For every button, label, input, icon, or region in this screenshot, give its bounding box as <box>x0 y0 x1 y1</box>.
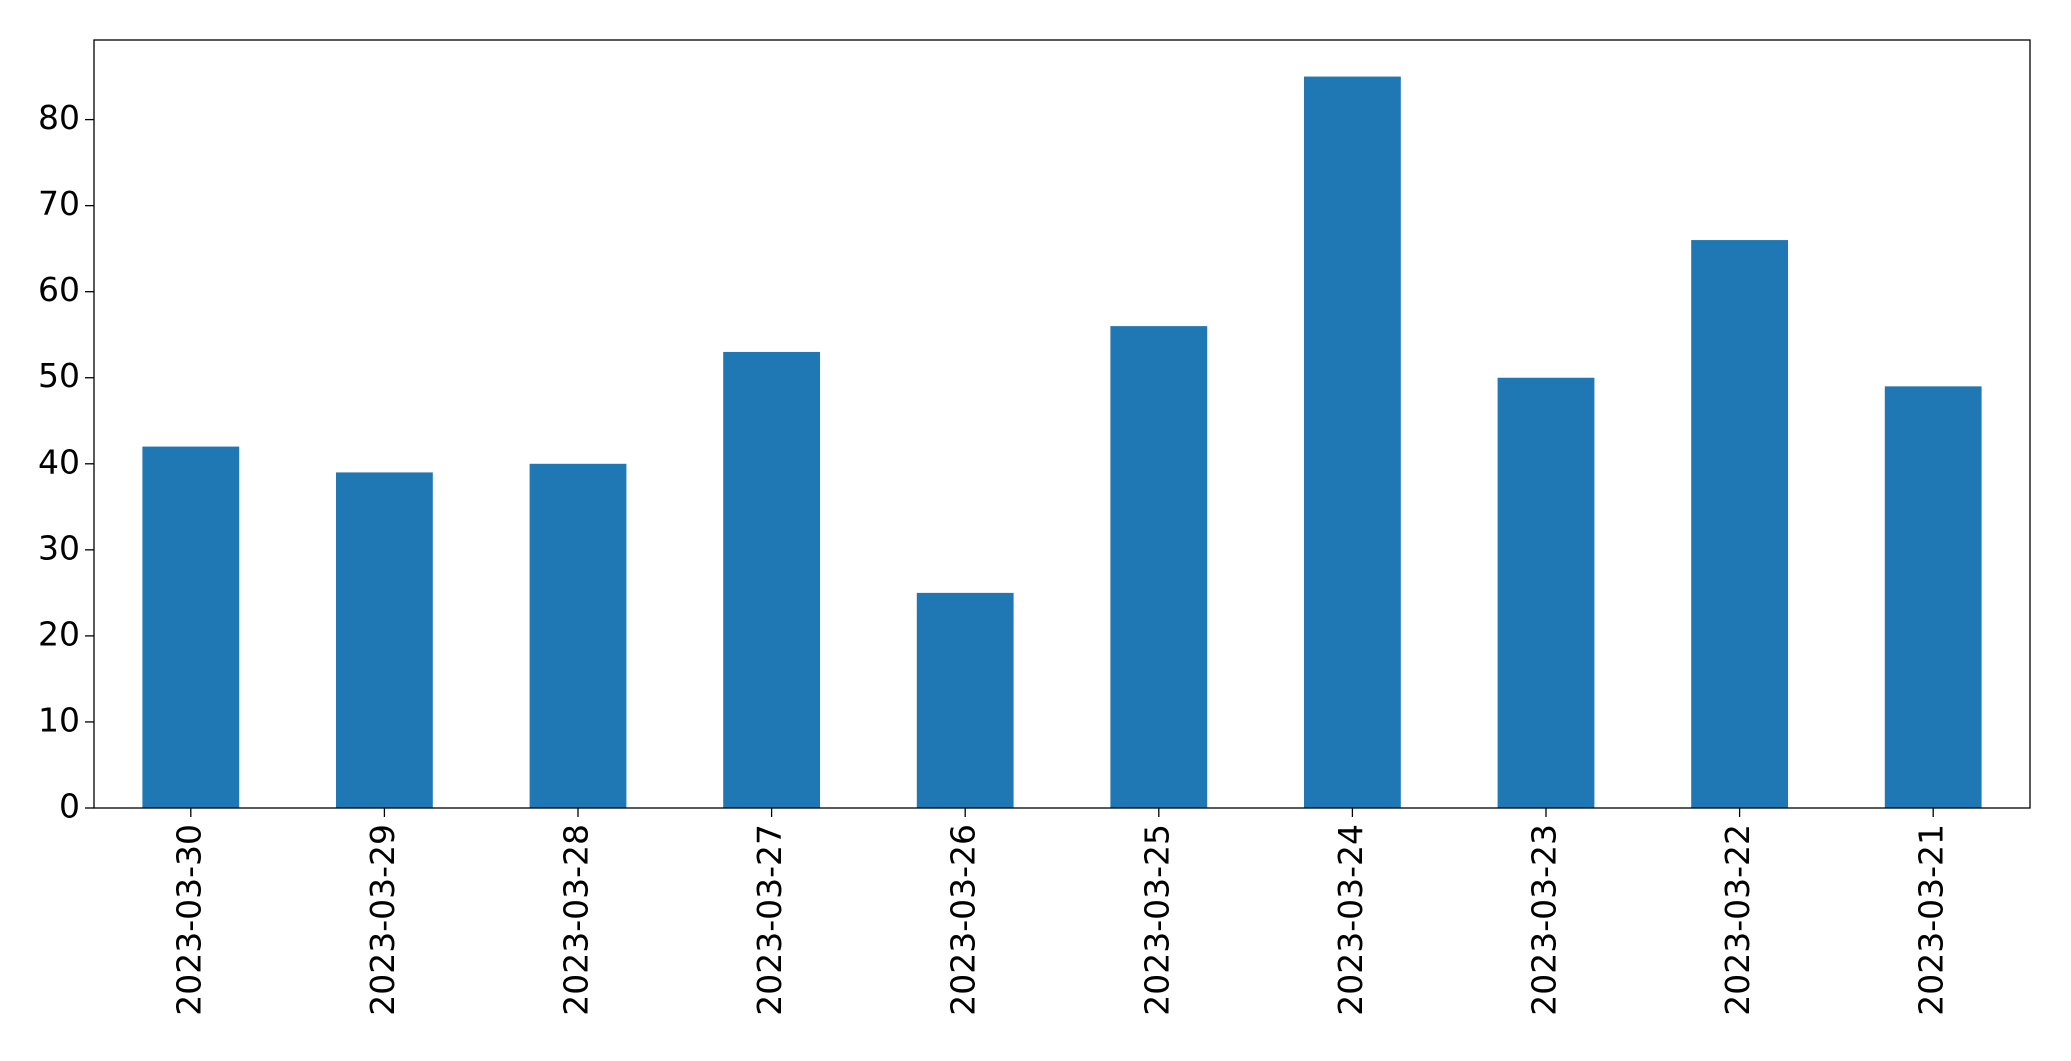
y-tick-label: 80 <box>38 98 80 137</box>
x-tick-label: 2023-03-23 <box>1525 824 1564 1016</box>
y-tick-label: 0 <box>59 787 80 826</box>
bar <box>142 446 240 808</box>
plot-frame <box>93 39 2031 809</box>
bar <box>336 472 433 808</box>
y-tick-label: 40 <box>38 442 80 481</box>
x-tick-label: 2023-03-26 <box>944 824 983 1016</box>
bar <box>1110 326 1208 808</box>
y-tick-label: 20 <box>38 614 80 653</box>
y-tick-label: 10 <box>38 700 80 739</box>
bar <box>1497 377 1595 808</box>
x-tick-label: 2023-03-21 <box>1912 824 1951 1016</box>
y-tick-label: 30 <box>38 528 80 567</box>
bar <box>1884 386 1982 808</box>
x-tick-label: 2023-03-22 <box>1718 824 1757 1016</box>
x-tick-label: 2023-03-29 <box>363 824 402 1016</box>
bar <box>529 463 627 808</box>
bar <box>1304 76 1401 809</box>
bar <box>723 351 820 808</box>
y-tick-label: 70 <box>38 184 80 223</box>
x-tick-label: 2023-03-24 <box>1331 824 1370 1016</box>
x-tick-label: 2023-03-30 <box>169 824 208 1016</box>
x-tick-label: 2023-03-28 <box>557 824 596 1016</box>
y-tick-label: 50 <box>38 356 80 395</box>
y-tick-label: 60 <box>38 270 80 309</box>
x-tick-label: 2023-03-25 <box>1137 824 1176 1016</box>
bar <box>916 592 1014 808</box>
x-tick-label: 2023-03-27 <box>750 824 789 1016</box>
bar <box>1691 240 1788 808</box>
